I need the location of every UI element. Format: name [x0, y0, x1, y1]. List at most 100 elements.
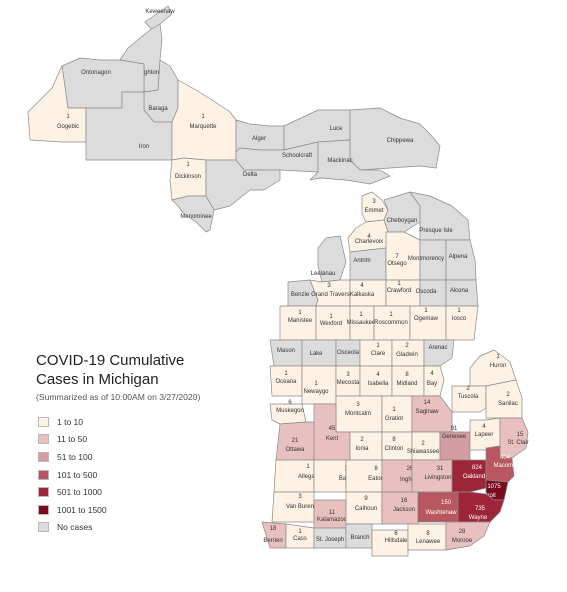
county-label-muskegon: Muskegon: [276, 408, 304, 414]
legend: 1 to 10 11 to 50 51 to 100 101 to 500 50…: [38, 413, 107, 536]
county-label-houghton: Houghton: [133, 70, 159, 76]
county-cases-jackson: 16: [401, 498, 408, 504]
county-label-chippewa: Chippewa: [387, 138, 414, 144]
county-cases-gladwin: 2: [405, 343, 409, 349]
county-cases-clare: 1: [376, 343, 380, 349]
county-label-baraga: Baraga: [148, 106, 168, 112]
map-title-line1: COVID-19 Cumulative: [36, 352, 185, 369]
county-cases-eaton: 8: [374, 466, 378, 472]
county-label-oscoda: Oscoda: [416, 289, 437, 295]
county-marquette: [171, 79, 237, 161]
county-cases-livingston: 31: [437, 466, 444, 472]
county-label-clare: Clare: [371, 351, 386, 357]
county-label-lapeer: Lapeer: [475, 432, 494, 438]
county-antrim: [349, 247, 387, 281]
county-label-lake: Lake: [309, 351, 323, 357]
county-label-wexford: Wexford: [320, 321, 342, 327]
county-label-mackinac: Mackinac: [327, 158, 352, 164]
legend-label: 501 to 1000: [57, 487, 102, 498]
county-cases-monroe: 28: [459, 529, 466, 535]
county-label-charlevoix: Charlevoix: [355, 239, 383, 245]
county-menominee: [171, 195, 215, 233]
county-cases-ogemaw: 1: [424, 308, 428, 314]
county-muskegon: [269, 403, 307, 425]
county-label-kalamazoo: Kalamazoo: [317, 517, 348, 523]
county-label-ingham: Ingham: [400, 477, 420, 483]
county-label-allegan: Allegan: [298, 474, 318, 480]
county-label-iron: Iron: [139, 144, 149, 150]
county-label-osceola: Osceola: [337, 350, 360, 356]
county-cases-manistee: 1: [298, 310, 302, 316]
county-label-mason: Mason: [277, 348, 295, 354]
county-cases-van-buren: 3: [298, 494, 302, 500]
county-cases-kalamazoo: 11: [329, 510, 336, 516]
county-label-saginaw: Saginaw: [415, 409, 439, 415]
legend-item: 1001 to 1500: [38, 501, 107, 519]
county-label-ionia: Ionia: [355, 446, 369, 452]
county-iron: [85, 91, 173, 161]
county-cases-lenawee: 8: [426, 531, 430, 537]
county-label-huron: Huron: [490, 363, 506, 369]
map-subtitle: (Summarized as of 10:00AM on 3/27/2020): [36, 392, 201, 402]
county-label-manistee: Manistee: [288, 318, 313, 324]
county-newaygo: [301, 365, 337, 405]
county-label-hillsdale: Hillsdale: [385, 538, 408, 544]
county-saginaw: [411, 395, 453, 433]
legend-swatch: [38, 487, 49, 498]
county-ogemaw: [409, 305, 447, 341]
county-label-eaton: Eaton: [368, 476, 384, 482]
county-cases-kent: 45: [329, 426, 336, 432]
county-cases-missaukee: 1: [359, 312, 363, 318]
county-cases-huron: 1: [496, 354, 500, 360]
county-cases-berrien: 18: [270, 526, 277, 532]
legend-item: 501 to 1000: [38, 483, 107, 501]
county-cases-calhoun: 9: [364, 496, 368, 502]
county-cases-isabella: 4: [376, 372, 380, 378]
county-mackinac: [309, 139, 391, 185]
county-label-berrien: Berrien: [263, 538, 282, 544]
county-label-st-joseph: St. Joseph: [316, 537, 344, 543]
county-label-isabella: Isabella: [368, 381, 389, 387]
county-bay: [423, 365, 445, 397]
county-label-dickinson: Dickinson: [175, 174, 201, 180]
county-cases-allegan: 1: [306, 464, 310, 470]
county-cases-ingham: 26: [407, 466, 414, 472]
county-cases-macomb: 404: [500, 455, 511, 461]
county-label-van-buren: Van Buren: [286, 504, 314, 510]
county-label-keweenaw: Keweenaw: [145, 9, 175, 15]
county-cases-hillsdale: 6: [394, 531, 398, 537]
county-label-marquette: Marquette: [189, 124, 217, 130]
county-label-livingston: Livingston: [424, 475, 451, 481]
county-label-midland: Midland: [396, 381, 417, 387]
county-cases-crawford: 1: [397, 281, 401, 287]
county-label-calhoun: Calhoun: [355, 506, 377, 512]
county-cases-wayne: 735: [475, 506, 486, 512]
county-label-montcalm: Montcalm: [345, 411, 371, 417]
county-monroe: [445, 521, 491, 551]
county-cases-dickinson: 1: [186, 162, 190, 168]
legend-label: 1001 to 1500: [57, 504, 107, 515]
county-cases-grand-traverse: 3: [327, 283, 331, 289]
legend-swatch: [38, 416, 49, 427]
county-label-ottawa: Ottawa: [285, 447, 305, 453]
county-cases-kalkaska: 4: [360, 283, 364, 289]
county-washtenaw: [417, 491, 459, 523]
county-cases-marquette: 1: [201, 114, 205, 120]
map-title-line2: Cases in Michigan: [36, 371, 159, 388]
county-label-sanilac: Sanilac: [498, 401, 518, 407]
county-label-branch: Branch: [350, 535, 369, 541]
county-cases-oceana: 1: [284, 371, 288, 377]
county-label-montmorency: Montmorency: [408, 256, 444, 262]
county-label-newaygo: Newaygo: [303, 389, 329, 395]
county-label-gladwin: Gladwin: [396, 352, 418, 358]
legend-item: 11 to 50: [38, 431, 107, 449]
county-cases-lapeer: 4: [482, 424, 486, 430]
county-lenawee: [407, 523, 447, 551]
legend-item: 1 to 10: [38, 413, 107, 431]
county-label-kent: Kent: [326, 436, 339, 442]
county-label-bay: Bay: [427, 381, 437, 387]
legend-item: 101 to 500: [38, 466, 107, 484]
county-label-emmet: Emmet: [364, 208, 383, 214]
county-label-lenawee: Lenawee: [416, 539, 441, 545]
